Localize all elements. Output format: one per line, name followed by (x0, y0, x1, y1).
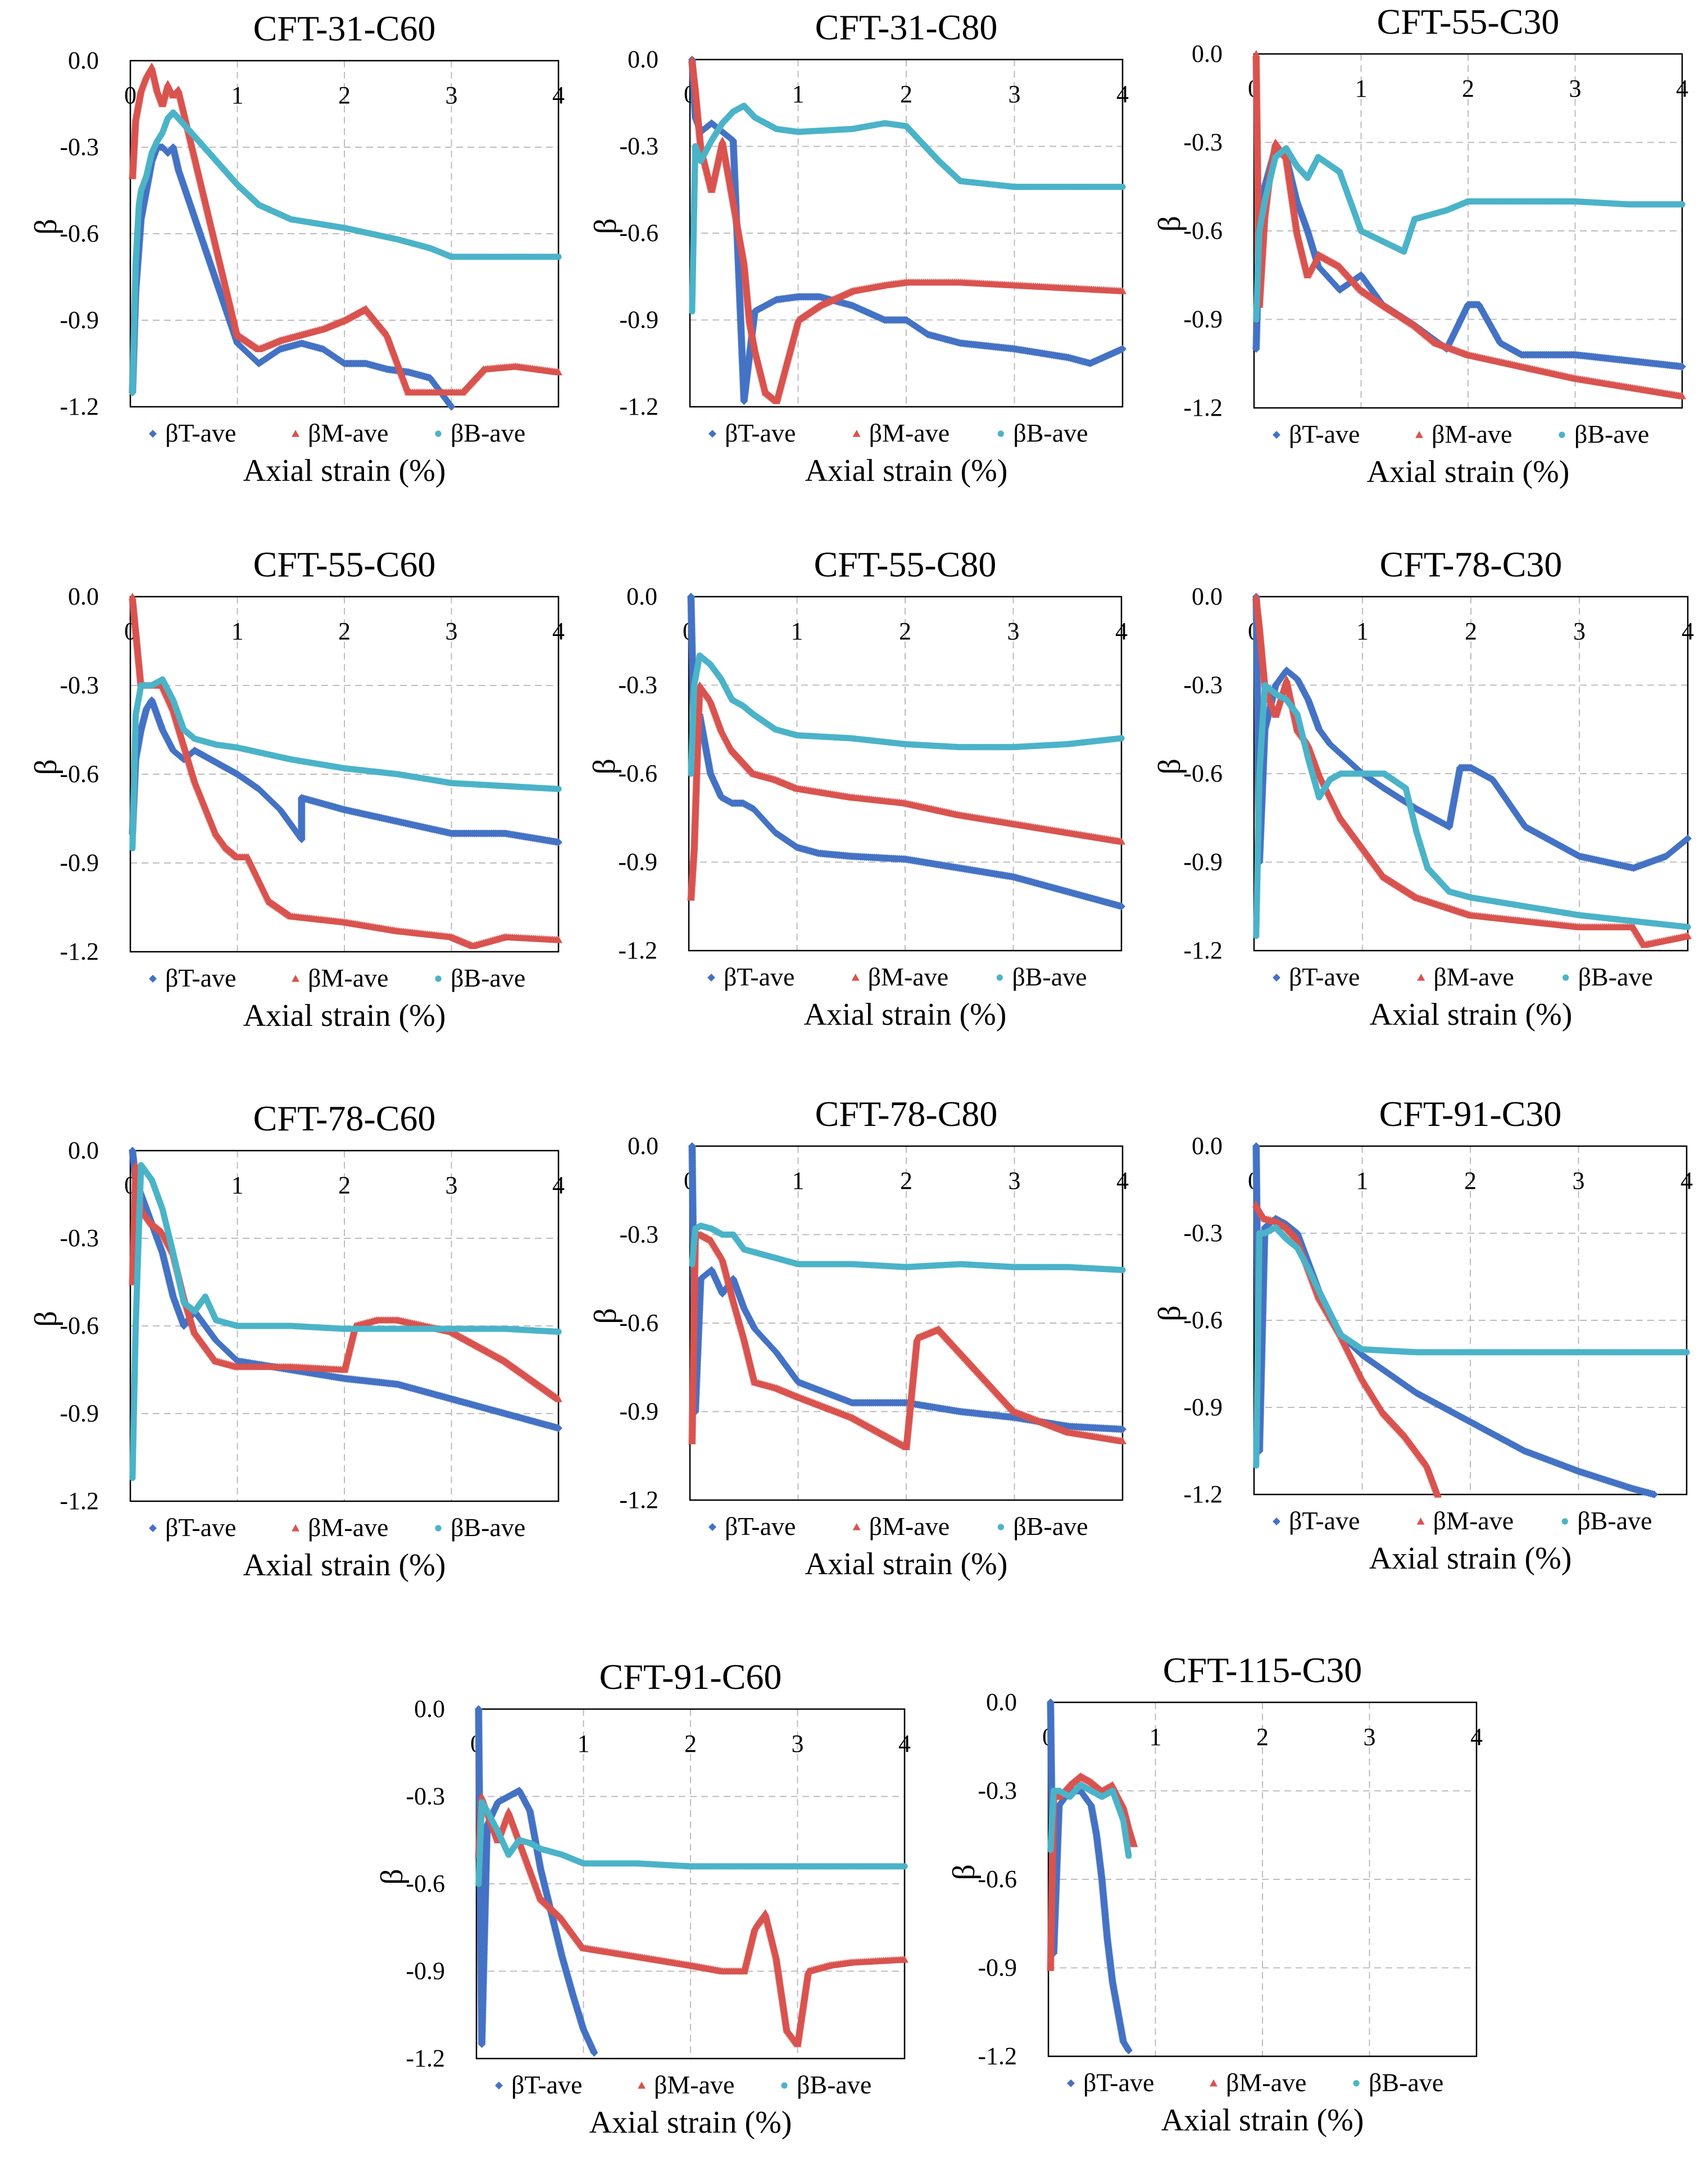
data-point-bb (1679, 201, 1686, 208)
data-point-bb (555, 253, 562, 260)
y-tick-label: -0.9 (60, 306, 99, 334)
x-tick-label: 3 (446, 617, 458, 645)
y-tick-label: 0.0 (68, 583, 99, 610)
data-point-bt (447, 403, 456, 411)
legend-marker-bb (435, 430, 442, 437)
legend-marker-bt (708, 430, 716, 438)
y-axis-label: β (1152, 216, 1187, 232)
legend-marker-bt (1273, 431, 1280, 439)
x-tick-label: 2 (338, 617, 351, 645)
y-tick-label: 0.0 (68, 47, 99, 74)
x-tick-label: 4 (552, 81, 565, 109)
y-tick-label: -0.6 (1183, 217, 1223, 244)
x-axis-label: Axial strain (%) (1367, 455, 1570, 489)
y-tick-label: -0.3 (1183, 129, 1223, 156)
legend-label-bb: βB-ave (1013, 419, 1088, 447)
y-tick-label: -0.6 (60, 760, 99, 788)
x-axis-label: Axial strain (%) (805, 453, 1008, 488)
chart-title: CFT-55-C60 (253, 544, 436, 584)
x-tick-label: 4 (1116, 80, 1129, 108)
series-bm (688, 56, 1126, 405)
legend-label-bt: βT-ave (725, 419, 796, 447)
data-point-bm (555, 368, 562, 375)
series-bb (1253, 145, 1686, 323)
y-tick-label: -0.3 (60, 133, 99, 161)
x-tick-label: 3 (1009, 80, 1021, 108)
y-tick-label: -0.6 (619, 219, 658, 247)
y-tick-label: -1.2 (60, 938, 99, 965)
legend-label-bb: βB-ave (451, 419, 525, 447)
x-tick-label: 3 (1569, 75, 1582, 102)
x-tick-label: 1 (231, 81, 244, 109)
chart-panel: CFT-55-C30012340.0-0.3-0.6-0.9-1.2ββT-av… (1152, 2, 1688, 489)
legend-label-bt: βT-ave (1289, 420, 1360, 448)
x-tick-label: 4 (552, 617, 565, 645)
series-bt (128, 143, 456, 411)
y-axis-label: β (29, 219, 63, 235)
legend-marker-bm (852, 430, 861, 437)
y-axis-label: β (29, 759, 63, 775)
legend-label-bt: βT-ave (165, 419, 236, 447)
y-tick-label: -0.3 (60, 671, 99, 699)
legend-marker-bb (1559, 431, 1565, 438)
legend-label-bb: βB-ave (1574, 420, 1649, 448)
y-tick-label: -0.9 (60, 849, 99, 876)
series-bb (129, 109, 562, 396)
legend-label-bm: βM-ave (869, 419, 950, 447)
x-axis-label: Axial strain (%) (243, 453, 446, 488)
y-tick-label: 0.0 (628, 46, 658, 73)
x-tick-label: 3 (446, 81, 458, 109)
x-tick-label: 0 (124, 81, 137, 109)
legend-marker-bt (149, 430, 157, 438)
chart-title: CFT-31-C60 (253, 8, 436, 48)
legend-label-bm: βM-ave (1432, 420, 1512, 448)
y-tick-label: -1.2 (60, 393, 99, 420)
legend-marker-bm (1415, 431, 1423, 438)
y-tick-label: 0.0 (1192, 40, 1223, 67)
y-axis-label: β (588, 218, 623, 234)
y-tick-label: -0.6 (60, 220, 99, 247)
series-bm (1252, 50, 1686, 399)
x-tick-label: 1 (1355, 75, 1368, 102)
y-tick-label: -1.2 (619, 393, 658, 420)
x-tick-label: 2 (900, 80, 912, 108)
x-tick-label: 1 (792, 80, 805, 108)
chart-title: CFT-55-C30 (1377, 2, 1560, 42)
chart-title: CFT-31-C80 (815, 7, 998, 47)
data-point-bb (1119, 184, 1126, 190)
y-tick-label: -0.9 (619, 306, 658, 334)
plot-frame (129, 60, 560, 408)
legend-marker-bm (292, 430, 299, 437)
y-tick-label: -0.3 (619, 133, 658, 160)
x-tick-label: 1 (231, 617, 244, 645)
x-tick-label: 2 (338, 81, 351, 109)
series-bm (128, 62, 562, 396)
x-tick-label: 2 (1462, 75, 1474, 102)
y-tick-label: -1.2 (1183, 394, 1223, 421)
y-tick-label: -0.9 (1183, 306, 1223, 333)
legend-marker-bb (997, 430, 1004, 437)
chart-panel: CFT-31-C60 0 1 2 3 4 0.0 -0.3 -0.6 -0.9 -1.2 β βT-av… (29, 8, 565, 488)
legend-label-bm: βM-ave (308, 419, 388, 447)
x-tick-label: 4 (1676, 75, 1688, 102)
